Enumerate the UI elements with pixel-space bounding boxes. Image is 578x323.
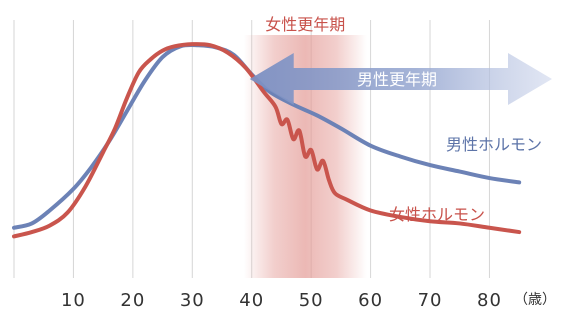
x-axis-ticks: 10 20 30 40 50 60 70 80 <box>61 290 502 311</box>
male-menopause-arrow <box>249 53 552 105</box>
x-tick-label-50: 50 <box>299 290 324 311</box>
x-tick-label-20: 20 <box>120 290 145 311</box>
male-menopause-label: 男性更年期 <box>357 70 437 89</box>
x-tick-label-60: 60 <box>358 290 383 311</box>
female-hormone-line <box>12 42 522 239</box>
female-hormone-label: 女性ホルモン <box>389 205 485 224</box>
series-lines <box>12 42 522 239</box>
x-tick-label-70: 70 <box>418 290 443 311</box>
x-tick-label-10: 10 <box>61 290 86 311</box>
x-tick-label-30: 30 <box>180 290 205 311</box>
x-axis-unit-label: （歳） <box>514 292 556 308</box>
male-hormone-label: 男性ホルモン <box>446 135 542 154</box>
x-tick-label-80: 80 <box>477 290 502 311</box>
female-menopause-label: 女性更年期 <box>265 15 345 34</box>
x-tick-label-40: 40 <box>239 290 264 311</box>
